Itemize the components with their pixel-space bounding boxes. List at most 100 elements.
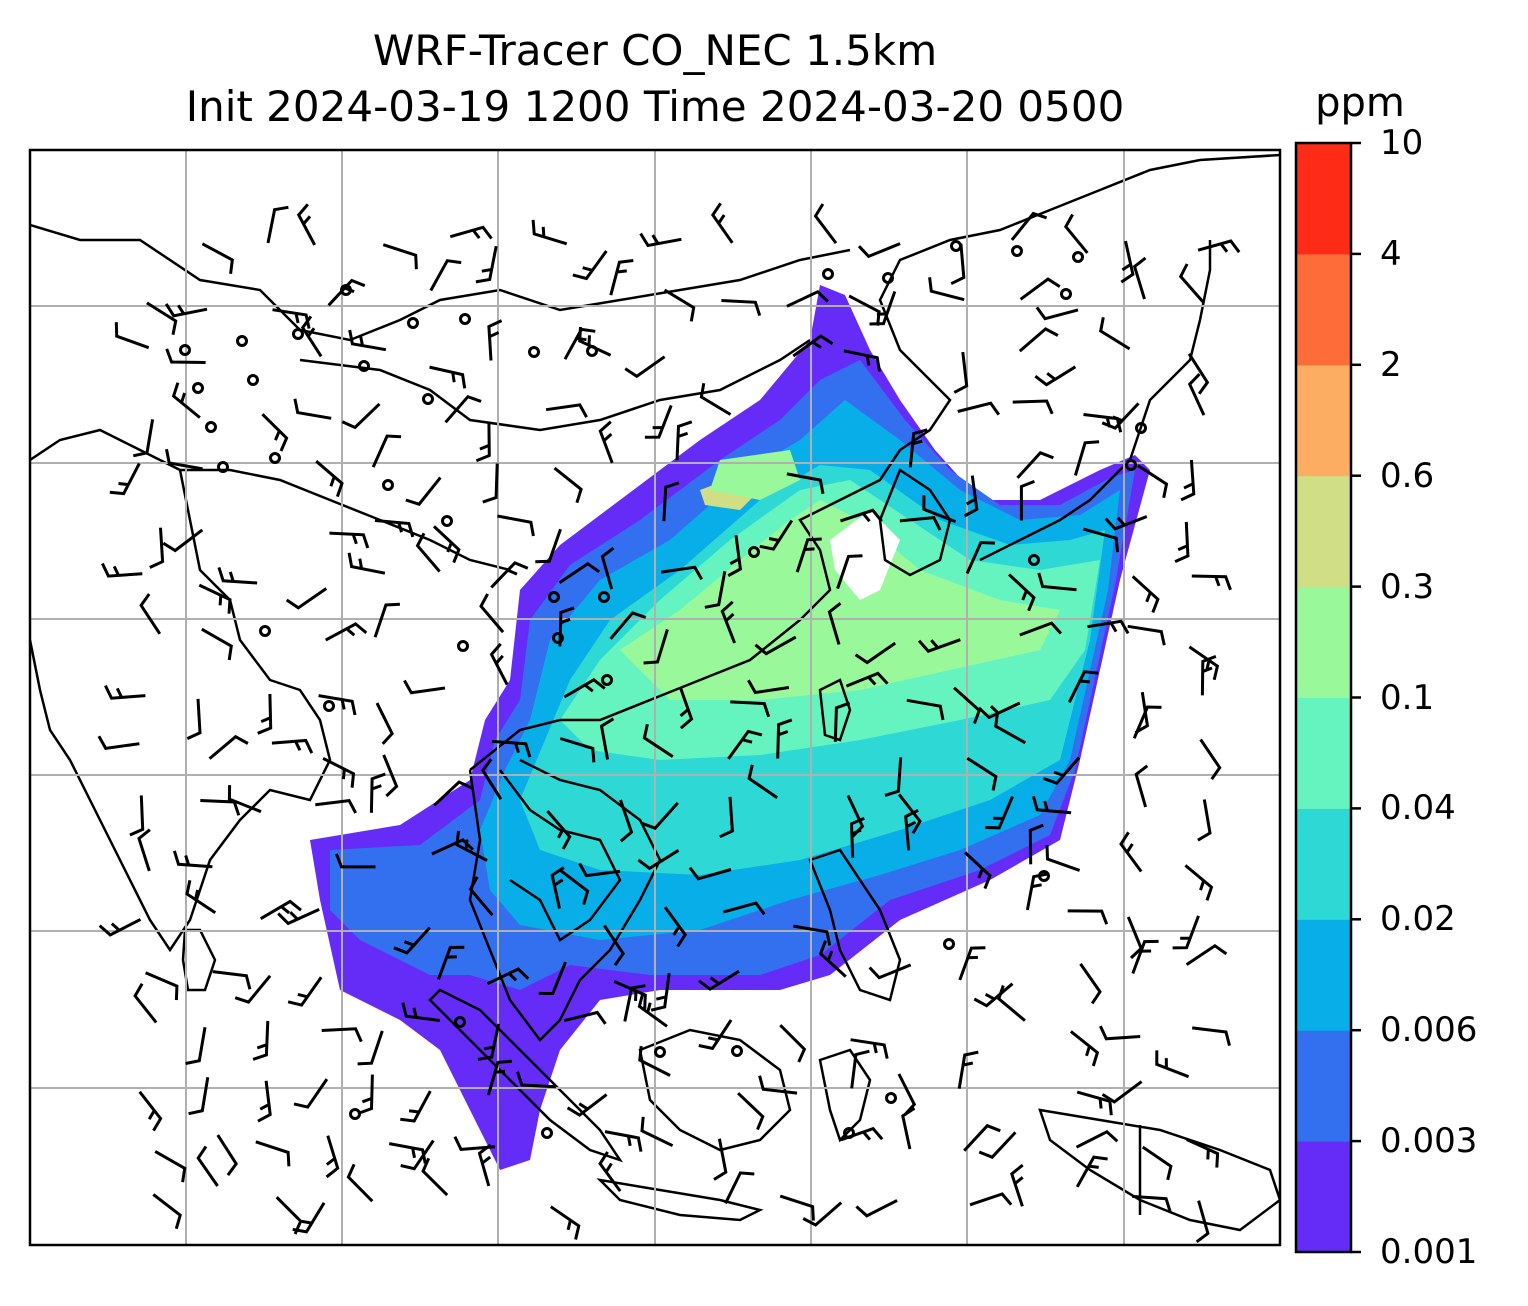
wind-barb — [200, 799, 241, 816]
wind-barb — [139, 593, 162, 635]
wind-barb — [850, 1049, 870, 1089]
wind-barb — [1019, 277, 1061, 301]
wind-barb — [444, 394, 482, 424]
wind-barb — [857, 242, 901, 259]
wind-barb — [227, 785, 262, 814]
wind-barb — [600, 546, 615, 590]
colorbar-tick-label: 0.02 — [1380, 899, 1456, 940]
wind-barb — [1187, 352, 1210, 395]
wind-barb — [296, 203, 317, 246]
wind-barb — [869, 291, 897, 326]
wind-barb — [293, 398, 332, 420]
wind-barb — [1191, 574, 1232, 591]
wind-barb — [257, 693, 273, 735]
wind-barb — [1019, 480, 1035, 521]
wind-barb — [382, 243, 418, 270]
wind-barb — [786, 290, 829, 308]
wind-barb — [1010, 211, 1048, 241]
wind-barb — [710, 202, 734, 244]
wind-barb — [662, 481, 680, 522]
wind-barb — [482, 463, 499, 504]
wind-barb — [721, 299, 762, 317]
coast-indochina — [468, 758, 662, 1042]
calm-circle — [843, 1127, 855, 1139]
wind-barb — [952, 686, 982, 725]
calm-circle — [1060, 288, 1072, 300]
wind-barb — [1131, 575, 1160, 613]
map-title-line1: WRF-Tracer CO_NEC 1.5km — [372, 26, 938, 75]
wind-barb — [188, 1076, 210, 1116]
wind-barb — [315, 460, 344, 498]
wind-barb — [487, 319, 503, 361]
wind-barb — [977, 701, 1021, 720]
wind-barb — [1132, 705, 1162, 739]
wind-barb — [545, 403, 588, 418]
wind-barb — [101, 562, 143, 578]
wind-barb — [559, 869, 590, 905]
calm-circle — [882, 272, 894, 284]
wind-barb — [1187, 373, 1206, 416]
colorbar-tick-label: 0.3 — [1380, 566, 1435, 607]
wind-barb — [272, 308, 311, 329]
wind-barb — [475, 421, 491, 463]
wind-barb — [1197, 239, 1241, 254]
wind-barb — [477, 1023, 501, 1061]
wind-barb — [609, 259, 634, 296]
wind-barb — [97, 735, 140, 751]
calm-circle — [422, 393, 434, 405]
wind-barb — [906, 698, 945, 721]
wind-barb — [747, 764, 779, 799]
colorbar-segment — [1296, 143, 1351, 255]
wind-barb — [146, 301, 178, 335]
wind-barb — [843, 349, 882, 372]
calm-circle — [454, 1016, 466, 1028]
wind-barb — [953, 351, 969, 394]
wind-barb — [963, 1123, 1001, 1152]
wind-barb — [637, 992, 668, 1028]
calm-circle — [247, 374, 259, 386]
wind-barb — [553, 466, 583, 504]
wind-barb — [688, 866, 732, 881]
wind-barb — [546, 810, 572, 850]
wind-barb — [609, 611, 647, 640]
wind-barb — [978, 1131, 1017, 1159]
wind-barb — [994, 712, 1027, 745]
wind-barb — [1174, 521, 1190, 563]
wind-barb — [357, 1030, 384, 1066]
wind-barb — [638, 1045, 671, 1077]
wind-barb — [1010, 1163, 1024, 1207]
wind-barb — [747, 679, 790, 695]
wind-barb — [779, 1024, 807, 1063]
wind-barb — [1075, 1155, 1108, 1188]
coast-sulawesi — [818, 1048, 872, 1143]
wind-barb — [335, 853, 376, 869]
colorbar-tick-label: 0.1 — [1380, 677, 1435, 718]
wind-barb — [640, 1116, 674, 1148]
wind-barb — [171, 382, 201, 419]
calm-circle — [292, 328, 304, 340]
wind-barb — [969, 1192, 1013, 1207]
wind-barb — [698, 1019, 733, 1051]
wind-barb — [357, 1074, 374, 1115]
wind-barb — [1016, 451, 1054, 479]
wind-barb — [132, 419, 155, 458]
calm-circle — [382, 479, 394, 491]
colorbar — [1294, 141, 1361, 1254]
calm-circle — [323, 700, 335, 712]
colorbar-tick-label: 0.04 — [1380, 788, 1456, 829]
wind-barb — [599, 717, 615, 760]
wind-barb — [208, 734, 249, 760]
wind-barb — [486, 967, 530, 986]
wind-barb — [1172, 915, 1200, 950]
wind-barb — [1008, 573, 1036, 612]
wind-barb — [1132, 256, 1147, 300]
wind-barb — [563, 677, 606, 699]
wind-barb — [437, 945, 465, 980]
wind-barb — [252, 1020, 270, 1061]
wind-barb — [429, 259, 462, 292]
wind-barb — [1180, 459, 1196, 502]
wind-barb — [908, 428, 928, 468]
wind-barb — [619, 799, 634, 843]
wind-barb — [985, 796, 1014, 830]
wind-barb — [1101, 1080, 1143, 1104]
